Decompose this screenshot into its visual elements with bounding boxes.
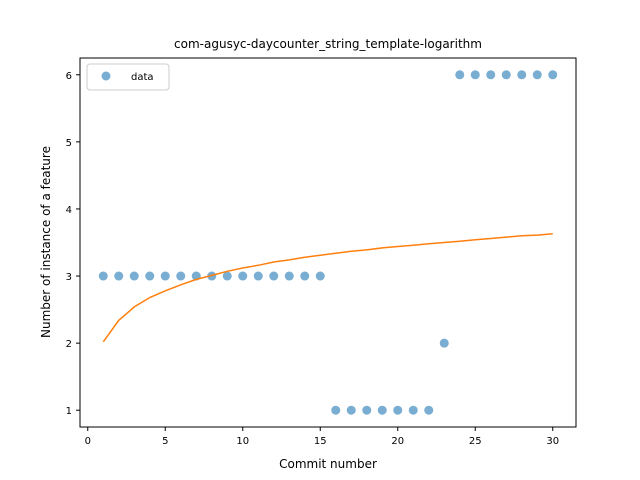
fit-line — [102, 233, 553, 343]
data-point — [470, 70, 480, 80]
y-tick-label-3: 4 — [66, 205, 72, 216]
data-point — [315, 271, 325, 281]
data-point — [98, 271, 108, 281]
x-axis-title: Commit number — [279, 457, 377, 471]
data-point — [424, 405, 434, 415]
data-point — [176, 271, 186, 281]
data-point — [129, 271, 139, 281]
data-point — [548, 70, 558, 80]
data-point — [408, 405, 418, 415]
x-tick-label-6: 30 — [546, 436, 559, 447]
data-point — [362, 405, 372, 415]
x-tick-label-4: 20 — [391, 436, 404, 447]
data-point — [439, 338, 449, 348]
data-point — [346, 405, 356, 415]
legend-box — [86, 63, 170, 91]
x-tick-label-0: 0 — [85, 436, 91, 447]
legend-marker — [101, 71, 111, 81]
data-point — [486, 70, 496, 80]
data-point — [377, 405, 387, 415]
y-tick-label-2: 3 — [66, 272, 72, 283]
data-point — [114, 271, 124, 281]
y-axis: 1 2 3 4 5 6 — [66, 71, 80, 417]
y-tick-label-1: 2 — [66, 339, 72, 350]
data-point — [284, 271, 294, 281]
data-point — [393, 405, 403, 415]
data-point — [501, 70, 511, 80]
axes-frame — [79, 57, 577, 428]
legend: data — [86, 63, 170, 91]
data-point — [222, 271, 232, 281]
data-point — [269, 271, 279, 281]
plot-area — [98, 70, 558, 415]
data-point — [517, 70, 527, 80]
legend-label: data — [131, 72, 154, 83]
chart-title: com-agusyc-daycounter_string_template-lo… — [174, 37, 482, 51]
data-point — [145, 271, 155, 281]
data-point — [455, 70, 465, 80]
data-point — [532, 70, 542, 80]
y-tick-label-4: 5 — [66, 138, 72, 149]
x-tick-label-2: 10 — [236, 436, 249, 447]
y-tick-label-5: 6 — [66, 71, 72, 82]
data-point — [238, 271, 248, 281]
x-axis: 0 5 10 15 20 25 30 — [85, 427, 559, 447]
y-tick-label-0: 1 — [66, 406, 72, 417]
x-tick-label-3: 15 — [314, 436, 327, 447]
x-tick-label-5: 25 — [469, 436, 482, 447]
x-tick-label-1: 5 — [162, 436, 168, 447]
y-axis-title: Number of instance of a feature — [39, 146, 53, 338]
data-point — [331, 405, 341, 415]
data-point — [160, 271, 170, 281]
data-point — [253, 271, 263, 281]
data-point — [300, 271, 310, 281]
